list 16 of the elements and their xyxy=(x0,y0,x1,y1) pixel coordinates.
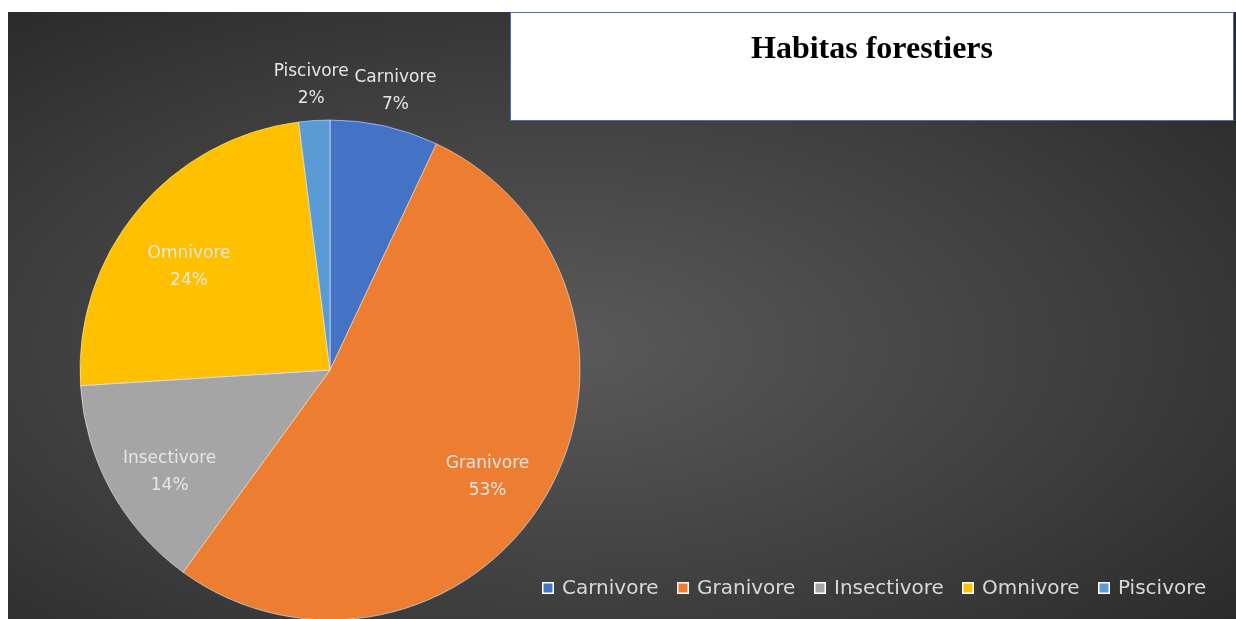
slice-label: Insectivore xyxy=(122,447,217,468)
data-label: 24% xyxy=(170,269,208,290)
slice-label: Omnivore xyxy=(147,242,231,263)
data-label: 14% xyxy=(150,474,189,495)
chart-title: Habitas forestiers xyxy=(510,12,1234,121)
legend-label: Carnivore xyxy=(562,575,659,599)
data-label: 7% xyxy=(381,93,409,114)
legend-label: Omnivore xyxy=(982,575,1080,599)
slice-label: Carnivore xyxy=(354,66,437,87)
legend-label: Piscivore xyxy=(1118,575,1207,599)
slice-label: Granivore xyxy=(445,452,530,473)
legend-label: Insectivore xyxy=(834,575,944,599)
data-label: 2% xyxy=(297,86,325,107)
legend-label: Granivore xyxy=(697,575,796,599)
data-label: 53% xyxy=(468,479,507,500)
slice-label: Piscivore xyxy=(273,59,349,80)
